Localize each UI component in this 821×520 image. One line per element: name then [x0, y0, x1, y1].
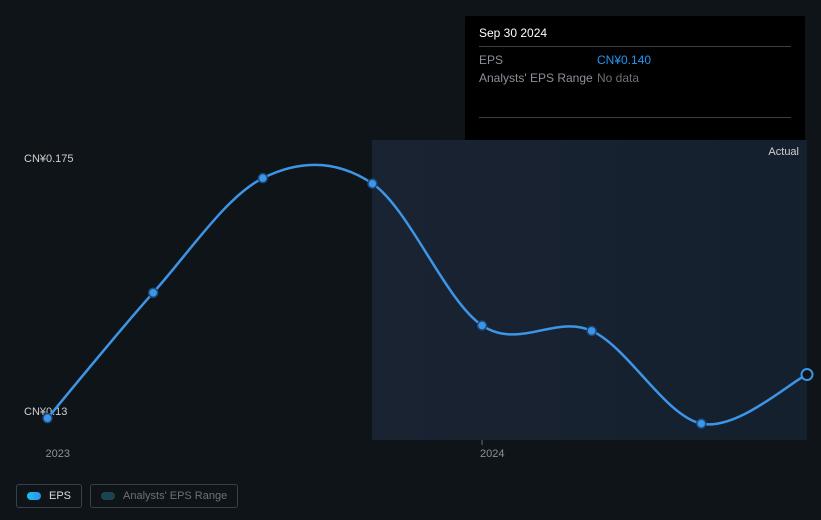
tooltip-date: Sep 30 2024 [479, 26, 791, 47]
tooltip-row-label: EPS [479, 53, 597, 67]
legend-swatch-range [101, 492, 115, 500]
legend-item-analysts-range[interactable]: Analysts' EPS Range [90, 484, 238, 508]
tooltip-row-label: Analysts' EPS Range [479, 71, 597, 85]
eps-data-point[interactable] [368, 179, 377, 188]
eps-data-point[interactable] [149, 288, 158, 297]
tooltip-divider [479, 117, 791, 118]
eps-data-point[interactable] [43, 414, 52, 423]
eps-line [47, 165, 807, 425]
eps-data-point[interactable] [258, 174, 267, 183]
legend-swatch-eps [27, 492, 41, 500]
eps-data-point-latest[interactable] [802, 369, 813, 380]
legend-item-eps[interactable]: EPS [16, 484, 82, 508]
eps-data-point[interactable] [697, 419, 706, 428]
tooltip-row-value: CN¥0.140 [597, 53, 651, 67]
tooltip-row-value: No data [597, 71, 639, 85]
tooltip-row: EPSCN¥0.140 [479, 51, 791, 69]
eps-data-point[interactable] [478, 321, 487, 330]
chart-container: CN¥0.175 CN¥0.13 Actual 20232024 [0, 120, 821, 470]
x-axis-label: 2024 [480, 448, 504, 460]
x-axis-label: 2023 [45, 448, 69, 460]
legend: EPS Analysts' EPS Range [16, 484, 238, 508]
plot-area: Actual [24, 140, 807, 440]
legend-label-range: Analysts' EPS Range [123, 490, 227, 502]
eps-line-chart [24, 140, 807, 440]
tooltip-row: Analysts' EPS RangeNo data [479, 69, 791, 87]
legend-label-eps: EPS [49, 490, 71, 502]
eps-data-point[interactable] [587, 326, 596, 335]
